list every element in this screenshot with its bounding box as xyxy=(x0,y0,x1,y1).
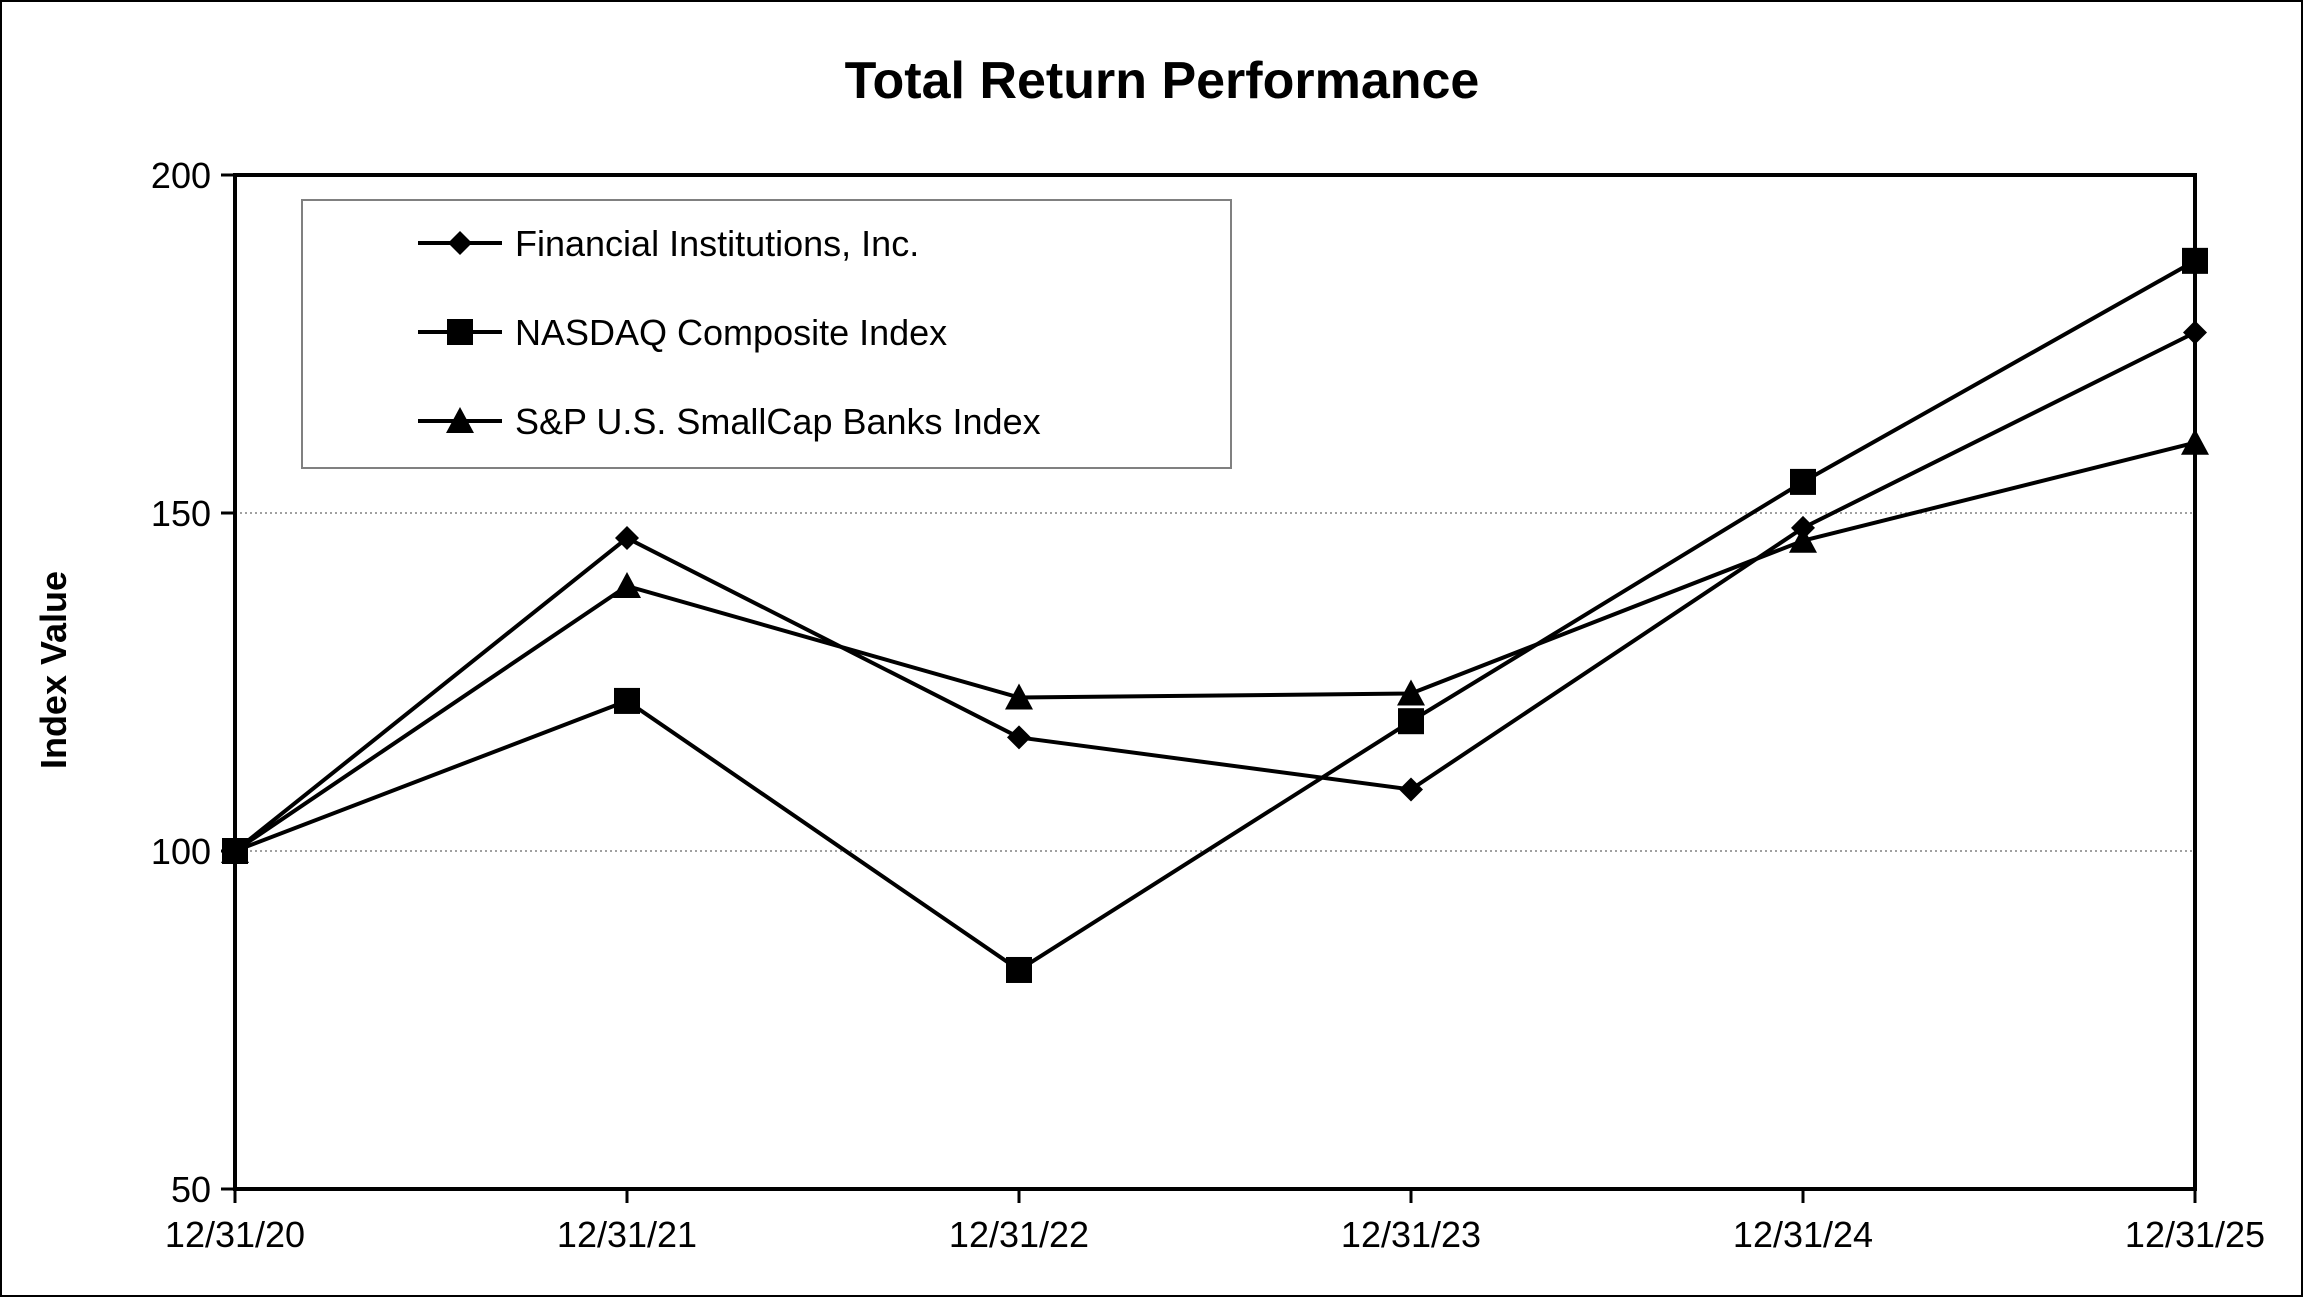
series-lines xyxy=(233,259,2196,972)
legend-label: Financial Institutions, Inc. xyxy=(515,223,919,264)
series-markers xyxy=(221,247,2209,983)
y-axis-label: Index Value xyxy=(33,571,74,769)
series-line-triangle xyxy=(233,440,2196,853)
data-point-square xyxy=(614,687,640,714)
x-tick-label: 12/31/20 xyxy=(165,1214,305,1255)
y-axis-ticks: 50 100 150 200 xyxy=(151,155,235,1210)
legend-label: S&P U.S. SmallCap Banks Index xyxy=(515,401,1041,442)
data-point-triangle xyxy=(2181,428,2209,455)
chart-title: Total Return Performance xyxy=(845,52,1480,110)
y-tick-label: 100 xyxy=(151,831,211,872)
x-tick-label: 12/31/22 xyxy=(949,1214,1089,1255)
x-tick-label: 12/31/24 xyxy=(1733,1214,1873,1255)
data-point-square xyxy=(1398,708,1424,735)
gridlines xyxy=(235,512,2195,852)
x-tick-label: 12/31/25 xyxy=(2125,1214,2265,1255)
y-tick-label: 150 xyxy=(151,493,211,534)
y-tick-label: 50 xyxy=(171,1169,211,1210)
legend-entry: Financial Institutions, Inc. xyxy=(418,223,919,264)
legend-entry: NASDAQ Composite Index xyxy=(418,312,947,353)
legend-marker-square xyxy=(447,319,473,345)
data-point-diamond xyxy=(1399,777,1423,802)
legend: Financial Institutions, Inc. NASDAQ Compo… xyxy=(301,199,1232,469)
series-line-diamond xyxy=(233,330,2196,853)
plot-area xyxy=(233,173,2197,1191)
y-tick-label: 200 xyxy=(151,155,211,196)
x-tick-label: 12/31/23 xyxy=(1341,1214,1481,1255)
series-line-square xyxy=(234,259,2196,972)
data-point-square xyxy=(1790,468,1816,495)
data-point-diamond xyxy=(1007,725,1031,750)
data-point-diamond xyxy=(2183,320,2207,345)
data-point-triangle xyxy=(1789,526,1817,553)
legend-label: NASDAQ Composite Index xyxy=(515,312,947,353)
data-point-triangle xyxy=(1397,679,1425,706)
data-point-triangle xyxy=(1005,683,1033,710)
x-axis-ticks: 12/31/20 12/31/21 12/31/22 12/31/23 12/31/24… xyxy=(165,1189,2265,1255)
legend-entries: Financial Institutions, Inc. NASDAQ Compo… xyxy=(418,223,1041,442)
legend-marker-triangle xyxy=(446,407,474,433)
data-point-triangle xyxy=(221,837,249,863)
legend-entry: S&P U.S. SmallCap Banks Index xyxy=(418,401,1041,442)
legend-marker-diamond xyxy=(448,231,472,255)
data-point-diamond xyxy=(615,526,639,551)
data-point-triangle xyxy=(613,572,641,599)
data-point-square xyxy=(1006,956,1032,983)
x-tick-label: 12/31/21 xyxy=(557,1214,697,1255)
data-point-square xyxy=(2182,247,2208,274)
